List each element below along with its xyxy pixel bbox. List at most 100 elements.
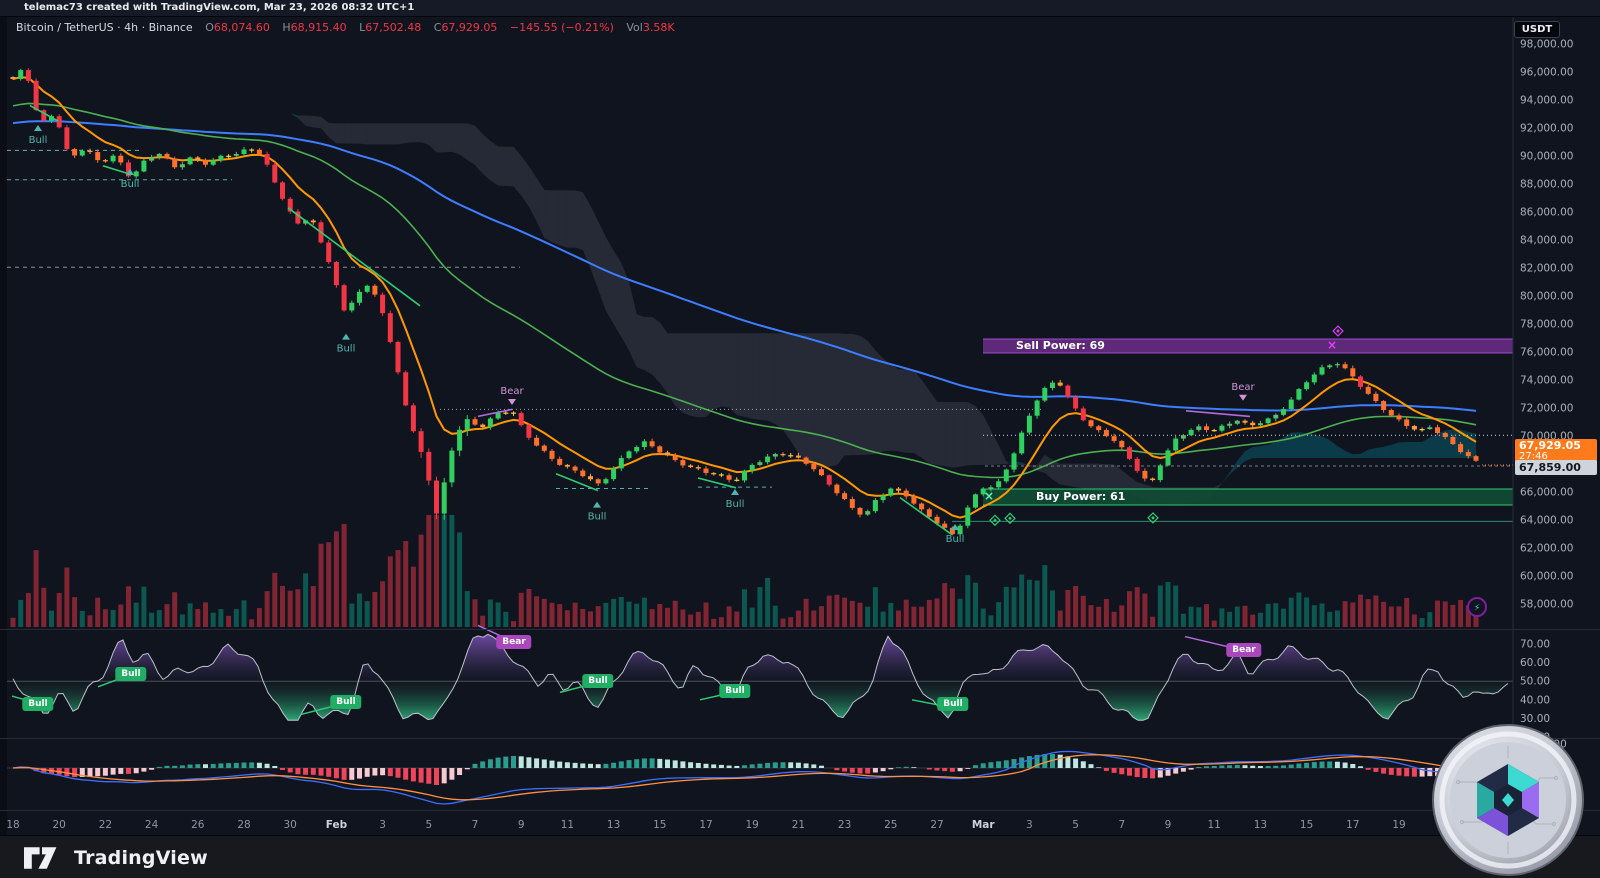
axis-label: Bull — [337, 344, 356, 355]
time-label: 7 — [472, 819, 479, 831]
axis-label: 62,000.00 — [1520, 543, 1573, 555]
footer-brand: TradingView — [74, 846, 208, 869]
time-label: 3 — [1026, 819, 1033, 831]
axis-label: 98,000.00 — [1520, 39, 1573, 51]
sell-band-close-button[interactable]: × — [1327, 338, 1338, 352]
footer-bar: TradingView — [0, 835, 1600, 878]
divergence-trendlines — [29, 104, 1251, 536]
time-label: 23 — [838, 819, 851, 831]
time-label: 11 — [1208, 819, 1221, 831]
tradingview-logo-icon — [24, 846, 57, 869]
axis-label: 60,000.00 — [1520, 571, 1573, 583]
time-label: 9 — [1165, 819, 1172, 831]
last-price-value: 67,929.05 — [1519, 439, 1581, 452]
circuit-decoration — [1455, 746, 1559, 854]
volume-bars — [10, 515, 1479, 627]
bar-countdown: 27:46 — [1519, 451, 1548, 462]
price-axis[interactable]: 98,000.00 96,000.00 94,000.00 92,000.00 90,0… — [1520, 39, 1573, 611]
axis-label: 58,000.00 — [1520, 599, 1573, 611]
axis-label: 80,000.00 — [1520, 291, 1573, 303]
time-label: 13 — [1254, 819, 1267, 831]
ohlc-close-letter: C — [433, 21, 442, 34]
time-label: 28 — [237, 819, 250, 831]
time-label: Feb — [326, 819, 348, 831]
axis-label: 96,000.00 — [1520, 67, 1573, 79]
time-label: 19 — [1392, 819, 1405, 831]
study-price-label: 67,859.00 — [1515, 460, 1597, 475]
axis-label: Bear — [1231, 382, 1255, 393]
axis-label: Bear — [500, 386, 524, 397]
ohlc-open-value: 68,074.60 — [213, 21, 270, 34]
axis-label: 78,000.00 — [1520, 319, 1573, 331]
axis-label: 94,000.00 — [1520, 95, 1573, 107]
time-label: 27 — [930, 819, 943, 831]
price-markers: Bull Bull Bull Bull Bull Bull Bear Bear — [29, 125, 1256, 545]
time-label: 25 — [884, 819, 897, 831]
time-label: Mar — [972, 819, 996, 831]
axis-label: 30.00 — [1520, 713, 1550, 725]
buy-power-band[interactable] — [983, 489, 1513, 506]
time-label: 26 — [191, 819, 205, 831]
ema-slow-line — [12, 120, 1477, 412]
symbol-legend[interactable]: Bitcoin / TetherUS · 4h · Binance O68,07… — [16, 21, 675, 34]
currency-toggle-button[interactable]: USDT — [1514, 21, 1560, 38]
axis-label: 88,000.00 — [1520, 179, 1573, 191]
indicator-badge: ⚡ — [1467, 597, 1487, 617]
axis-label: Bull — [726, 499, 745, 510]
axis-label: 72,000.00 — [1520, 403, 1573, 415]
axis-label: Bull — [29, 135, 48, 146]
ichimoku-cloud — [213, 74, 1476, 505]
axis-label: Bull — [588, 512, 607, 523]
time-label: 19 — [746, 819, 759, 831]
time-label: 13 — [607, 819, 620, 831]
time-label: 20 — [53, 819, 66, 831]
axis-label: ⚡ — [1474, 604, 1480, 614]
time-label: 21 — [792, 819, 805, 831]
time-label: 5 — [1072, 819, 1079, 831]
axis-label: Bull — [946, 534, 965, 545]
axis-label: 86,000.00 — [1520, 207, 1573, 219]
axis-label: Bull — [121, 179, 140, 190]
coin-watermark-logo — [1432, 724, 1584, 876]
axis-label: 82,000.00 — [1520, 263, 1573, 275]
axis-label: 50.00 — [1520, 676, 1550, 688]
axis-label: 74,000.00 — [1520, 375, 1573, 387]
axis-label: 70.00 — [1520, 639, 1550, 651]
ohlc-close-value: 67,929.05 — [441, 21, 498, 34]
axis-label: 60.00 — [1520, 657, 1550, 669]
buy-band-close-button[interactable]: × — [984, 489, 995, 503]
time-label: 11 — [561, 819, 574, 831]
time-label: 5 — [425, 819, 432, 831]
volume-value: 3.58K — [642, 21, 675, 34]
axis-label: 84,000.00 — [1520, 235, 1573, 247]
time-label: 22 — [99, 819, 112, 831]
credit-strip: telemac73 created with TradingView.com, … — [0, 0, 1600, 17]
change-value: −145.55 (−0.21%) — [509, 21, 614, 34]
credit-text: telemac73 created with TradingView.com, … — [24, 2, 415, 13]
time-label: 18 — [6, 819, 19, 831]
level-lines — [7, 149, 1513, 522]
time-axis[interactable]: 18 20 22 24 26 28 30 Feb 3 5 7 9 11 13 15 17 19 21 23 25 27 M… — [6, 819, 1452, 831]
ema-mid-line — [12, 102, 1477, 479]
symbol-title: Bitcoin / TetherUS · 4h · Binance — [16, 21, 193, 34]
time-label: 9 — [518, 819, 525, 831]
signal-bands — [983, 338, 1513, 506]
volume-label: Vol — [626, 21, 643, 34]
candlestick-series — [10, 68, 1479, 537]
ohlc-open-letter: O — [205, 21, 214, 34]
ohlc-low-letter: L — [359, 21, 366, 34]
ohlc-high-value: 68,915.40 — [290, 21, 347, 34]
last-price-label: 67,929.05 27:46 — [1515, 439, 1597, 463]
sell-power-band[interactable] — [983, 338, 1513, 353]
axis-label: 40.00 — [1520, 694, 1550, 706]
time-label: 24 — [145, 819, 159, 831]
buy-power-label: Buy Power: 61 — [1036, 490, 1126, 503]
axis-label: 92,000.00 — [1520, 123, 1573, 135]
macd-pane — [7, 750, 1513, 805]
axis-label: 90,000.00 — [1520, 151, 1573, 163]
time-label: 15 — [1300, 819, 1313, 831]
time-label: 17 — [1346, 819, 1359, 831]
ohlc-high-letter: H — [282, 21, 291, 34]
